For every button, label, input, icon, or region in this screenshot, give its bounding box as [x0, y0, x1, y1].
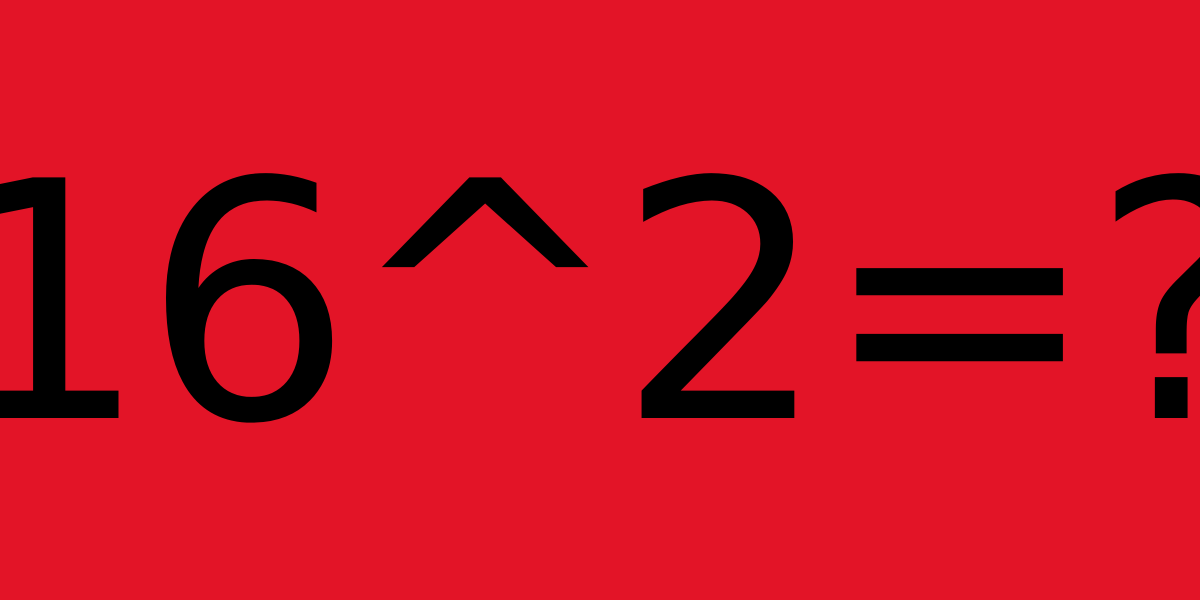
equation-text: 16^2=? — [0, 112, 1200, 496]
